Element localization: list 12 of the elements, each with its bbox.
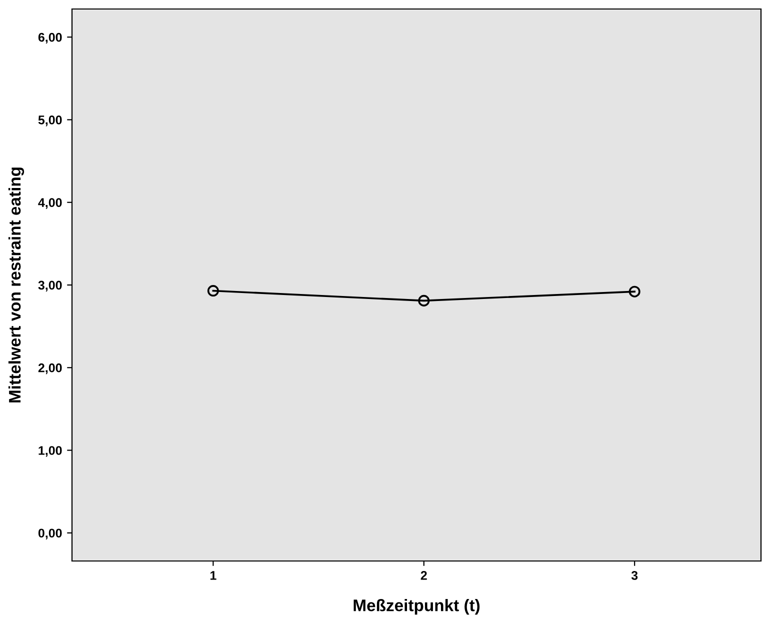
y-tick-label: 4,00: [38, 198, 62, 209]
y-axis-title: Mittelwert von restraint eating: [8, 168, 24, 402]
y-tick-label: 1,00: [38, 446, 62, 457]
y-tick-label: 6,00: [38, 32, 62, 44]
y-tick-label: 5,00: [38, 116, 62, 126]
x-axis-title: Meßzeitpunkt (t): [354, 599, 480, 615]
y-tick-label: 2,00: [38, 363, 62, 374]
x-tick-label: 3: [631, 571, 638, 580]
y-tick-label: 3,00: [38, 280, 62, 292]
y-tick-label: 0,00: [38, 528, 62, 540]
x-tick-label: 1: [210, 571, 216, 580]
x-tick-label: 2: [420, 571, 427, 580]
